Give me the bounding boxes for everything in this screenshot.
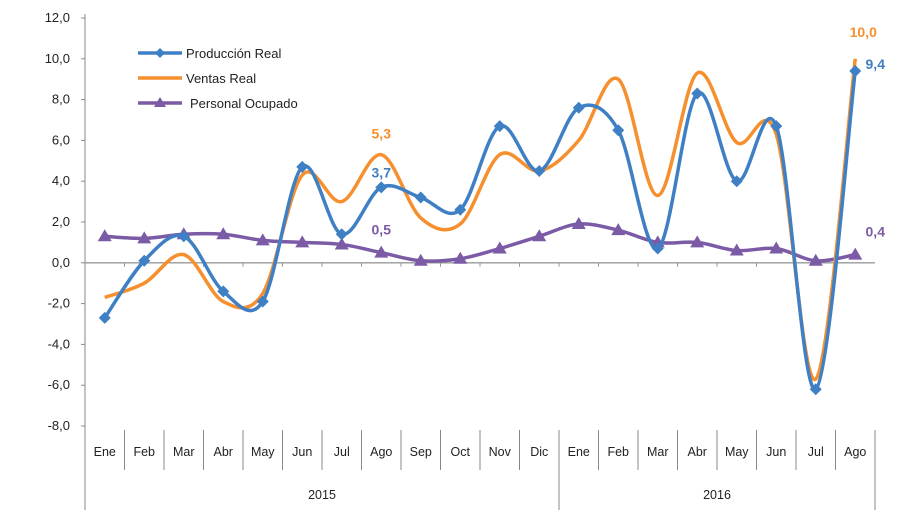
diamond-marker xyxy=(296,160,309,173)
legend-label: Ventas Real xyxy=(186,71,256,86)
data-label: 9,4 xyxy=(866,56,886,72)
category-label: Jun xyxy=(766,445,786,459)
data-label: 3,7 xyxy=(372,164,392,180)
category-label: Oct xyxy=(451,445,471,459)
diamond-marker xyxy=(375,181,388,194)
diamond-marker xyxy=(414,191,427,204)
category-label: Jul xyxy=(808,445,824,459)
category-label: Abr xyxy=(214,445,233,459)
diamond-marker xyxy=(98,311,111,324)
category-label: Jul xyxy=(334,445,350,459)
y-tick-label: 6,0 xyxy=(52,132,70,147)
triangle-marker xyxy=(808,253,823,266)
diamond-marker xyxy=(572,101,585,114)
triangle-marker xyxy=(137,231,152,244)
legend-label: Producción Real xyxy=(186,46,281,61)
category-label: Ene xyxy=(94,445,116,459)
triangle-marker xyxy=(295,235,310,248)
y-tick-label: -6,0 xyxy=(48,377,70,392)
y-tick-label: 12,0 xyxy=(45,10,70,25)
series-producci-n-real xyxy=(98,65,862,396)
diamond-marker xyxy=(691,87,704,100)
diamond-marker xyxy=(493,120,506,133)
category-label: Dic xyxy=(530,445,548,459)
category-label: Sep xyxy=(410,445,432,459)
triangle-marker xyxy=(374,245,389,258)
group-label: 2015 xyxy=(308,488,336,502)
diamond-marker xyxy=(612,124,625,137)
legend-label: Personal Ocupado xyxy=(190,96,298,111)
diamond-marker xyxy=(256,295,269,308)
triangle-marker xyxy=(611,223,626,236)
series-line xyxy=(104,222,856,263)
category-label: Ago xyxy=(370,445,392,459)
diamond-marker xyxy=(651,242,664,255)
triangle-marker xyxy=(848,247,863,260)
diamond-marker xyxy=(849,65,862,78)
diamond-marker xyxy=(730,175,743,188)
data-label: 10,0 xyxy=(850,24,877,40)
series-personal-ocupado xyxy=(97,217,863,266)
y-tick-label: 10,0 xyxy=(45,51,70,66)
category-label: Mar xyxy=(173,445,195,459)
y-tick-label: 2,0 xyxy=(52,214,70,229)
diamond-marker xyxy=(138,254,151,267)
y-tick-label: 0,0 xyxy=(52,255,70,270)
triangle-marker xyxy=(769,241,784,254)
data-label: 5,3 xyxy=(372,126,392,142)
triangle-marker xyxy=(729,243,744,256)
category-label: Mar xyxy=(647,445,669,459)
y-tick-label: -4,0 xyxy=(48,336,70,351)
triangle-marker xyxy=(690,235,705,248)
y-tick-label: 4,0 xyxy=(52,173,70,188)
series-line xyxy=(103,70,857,392)
y-tick-label: -2,0 xyxy=(48,296,70,311)
diamond-marker xyxy=(533,165,546,177)
category-label: Feb xyxy=(607,445,629,459)
triangle-marker xyxy=(413,253,428,266)
diamond-marker xyxy=(177,230,190,243)
diamond-marker xyxy=(809,383,822,396)
triangle-marker xyxy=(492,241,507,254)
data-label: 0,5 xyxy=(372,222,392,238)
triangle-marker xyxy=(216,227,231,240)
category-label: May xyxy=(251,445,275,459)
diamond-marker xyxy=(454,203,467,216)
category-label: Ene xyxy=(568,445,590,459)
triangle-marker xyxy=(453,251,468,264)
triangle-marker xyxy=(334,237,349,250)
diamond-marker xyxy=(770,120,783,133)
y-tick-label: -8,0 xyxy=(48,418,70,433)
data-label: 0,4 xyxy=(866,224,886,240)
category-label: Abr xyxy=(688,445,707,459)
legend: Producción Real Ventas Real Personal Ocupa… xyxy=(138,46,298,111)
triangle-marker xyxy=(532,229,547,242)
diamond-marker xyxy=(155,48,165,58)
category-label: May xyxy=(725,445,749,459)
group-label: 2016 xyxy=(703,488,731,502)
category-label: Nov xyxy=(489,445,512,459)
category-label: Ago xyxy=(844,445,866,459)
triangle-marker xyxy=(97,229,112,242)
triangle-marker xyxy=(571,217,586,230)
diamond-marker xyxy=(217,285,230,298)
category-label: Feb xyxy=(133,445,155,459)
triangle-marker xyxy=(255,233,270,246)
y-tick-label: 8,0 xyxy=(52,92,70,107)
triangle-marker xyxy=(154,97,166,107)
category-label: Jun xyxy=(292,445,312,459)
diamond-marker xyxy=(335,228,348,241)
